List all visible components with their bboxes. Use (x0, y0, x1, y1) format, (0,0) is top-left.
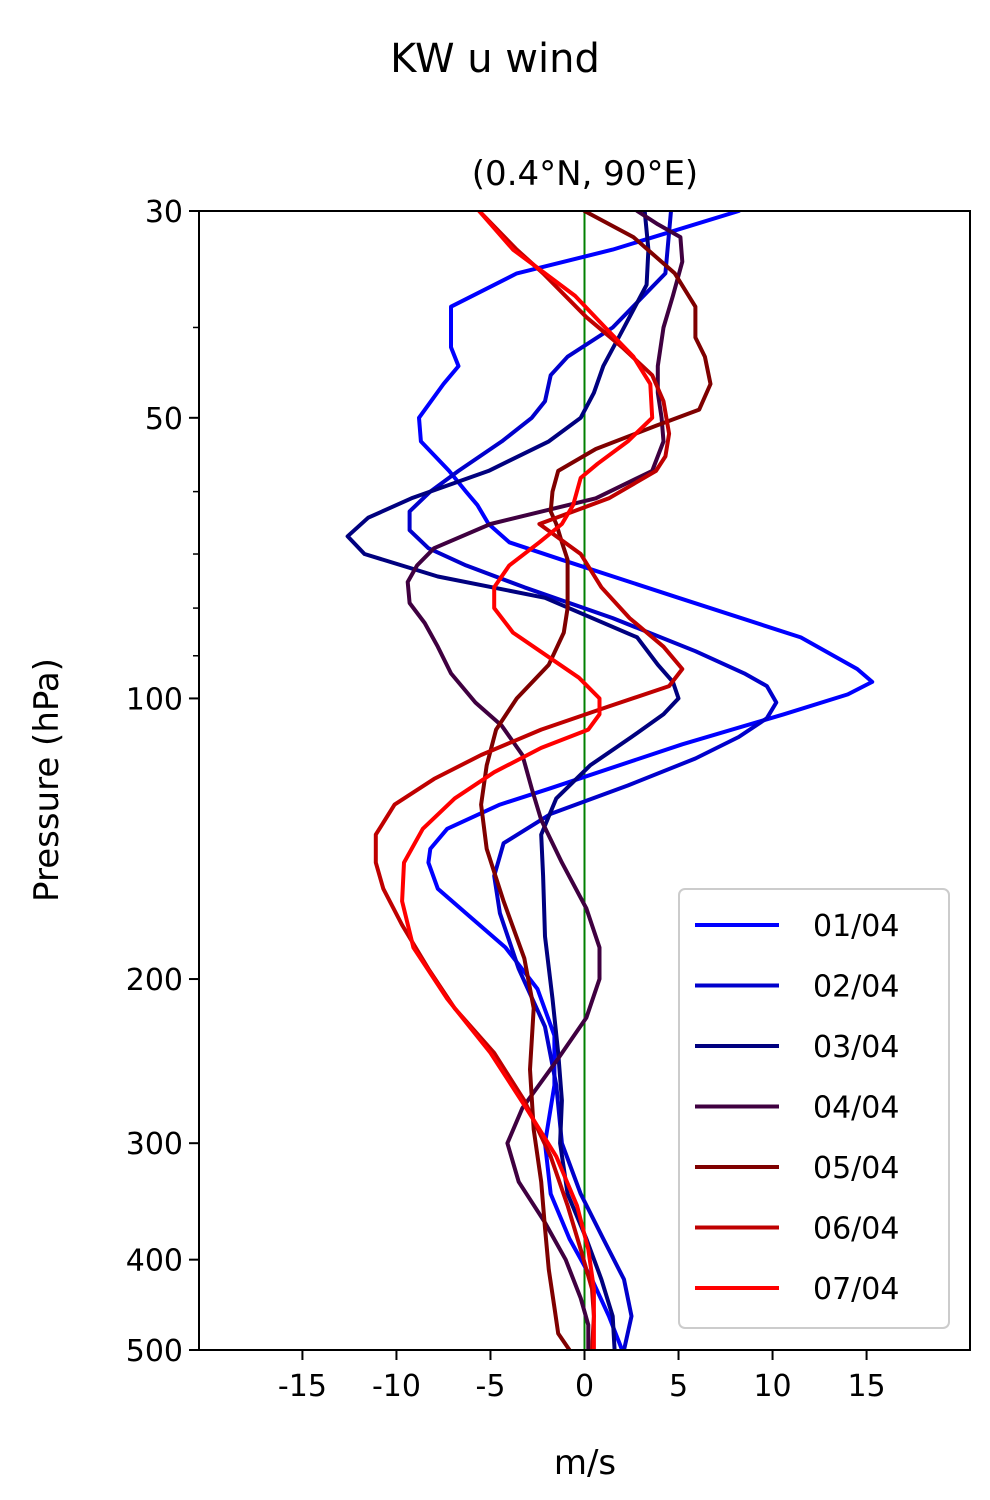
series-line-6 (373, 211, 685, 1350)
axes-subtitle: (0.4°N, 90°E) (472, 154, 698, 194)
y-tick-label: 400 (126, 1244, 183, 1279)
series-line-7 (400, 211, 655, 1350)
x-tick-label: -5 (476, 1369, 506, 1404)
y-tick-label: 200 (126, 963, 183, 998)
legend-label-3: 03/04 (813, 1030, 899, 1065)
y-tick-label: 300 (126, 1127, 183, 1162)
y-axis-label: Pressure (hPa) (27, 658, 67, 902)
x-tick-label: -10 (372, 1369, 421, 1404)
legend-label-5: 05/04 (813, 1151, 899, 1186)
y-tick-label: 50 (145, 402, 183, 437)
x-tick-label: 10 (753, 1369, 791, 1404)
series-line-2 (407, 211, 779, 1350)
axes: -15 -10 -5 0 5 10 15 30 50 100 200 300 400 500 (126, 195, 971, 1404)
legend-label-1: 01/04 (813, 909, 899, 944)
plot-area (345, 211, 875, 1350)
series-group (345, 211, 875, 1350)
x-tick-label: 5 (669, 1369, 688, 1404)
legend-label-4: 04/04 (813, 1091, 899, 1126)
legend-label-6: 06/04 (813, 1212, 899, 1247)
series-line-4 (405, 211, 685, 1350)
series-line-3 (345, 211, 681, 1350)
y-tick-label: 500 (126, 1334, 183, 1369)
legend-label-2: 02/04 (813, 970, 899, 1005)
x-tick-label: -15 (278, 1369, 327, 1404)
x-axis-label: m/s (554, 1443, 616, 1483)
y-tick-label: 100 (126, 682, 183, 717)
chart-title: KW u wind (390, 36, 600, 82)
legend: 01/04 02/04 03/04 04/04 05/04 06/04 07/04 (678, 888, 950, 1329)
x-tick-label: 15 (847, 1369, 885, 1404)
x-tick-label: 0 (575, 1369, 594, 1404)
series-line-5 (479, 211, 713, 1350)
legend-box (678, 888, 950, 1329)
y-tick-label: 30 (145, 195, 183, 230)
legend-label-7: 07/04 (813, 1272, 899, 1307)
